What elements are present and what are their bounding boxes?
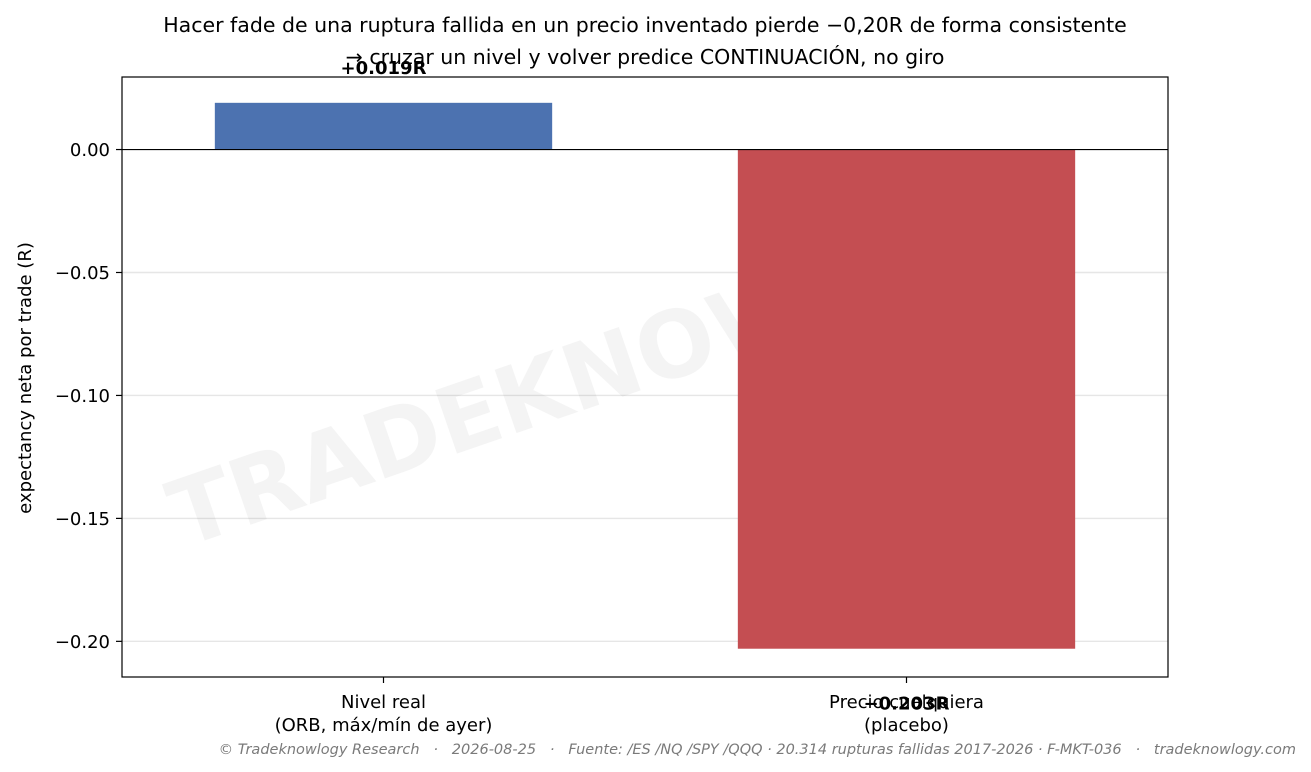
x-tick-label: (ORB, máx/mín de ayer) bbox=[275, 715, 493, 736]
y-axis-ticks: 0.00 −0.05 −0.10 −0.15 −0.20 bbox=[55, 140, 122, 653]
x-axis-ticks: Nivel real(ORB, máx/mín de ayer) Precio c… bbox=[275, 677, 984, 736]
value-label: +0.019R bbox=[341, 58, 427, 79]
chart-title: Hacer fade de una ruptura fallida en un … bbox=[163, 13, 1127, 69]
y-tick-label: −0.05 bbox=[55, 263, 110, 284]
footer-credits: © Tradeknowlogy Research · 2026-08-25 · … bbox=[219, 742, 1296, 758]
y-tick-label: −0.10 bbox=[55, 386, 110, 407]
bar bbox=[737, 149, 1076, 649]
value-label: −0.203R bbox=[864, 694, 950, 715]
chart-title-line: Hacer fade de una ruptura fallida en un … bbox=[163, 13, 1127, 37]
value-labels: +0.019R −0.203R bbox=[341, 58, 950, 715]
x-tick-label: Precio cualquiera bbox=[829, 692, 984, 713]
chart-title-line: → cruzar un nivel y volver predice CONTI… bbox=[346, 44, 945, 69]
y-axis-label: expectancy neta por trade (R) bbox=[15, 242, 36, 514]
y-tick-label: −0.20 bbox=[55, 632, 110, 653]
bar bbox=[214, 102, 553, 150]
x-tick-label: Nivel real bbox=[341, 692, 426, 713]
bars bbox=[214, 102, 1076, 649]
plot-frame bbox=[121, 76, 1169, 678]
x-tick-label: (placebo) bbox=[864, 715, 949, 736]
y-tick-label: 0.00 bbox=[70, 140, 110, 161]
y-tick-label: −0.15 bbox=[55, 509, 110, 530]
